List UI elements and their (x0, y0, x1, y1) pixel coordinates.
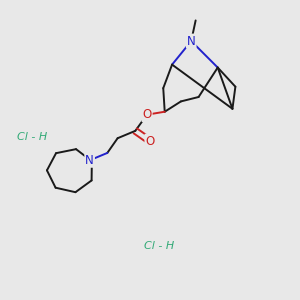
Text: O: O (142, 108, 152, 121)
Text: Cl - H: Cl - H (144, 241, 174, 251)
Text: N: N (187, 34, 196, 48)
Text: N: N (85, 154, 94, 167)
Text: O: O (146, 135, 154, 148)
Text: Cl - H: Cl - H (17, 132, 47, 142)
